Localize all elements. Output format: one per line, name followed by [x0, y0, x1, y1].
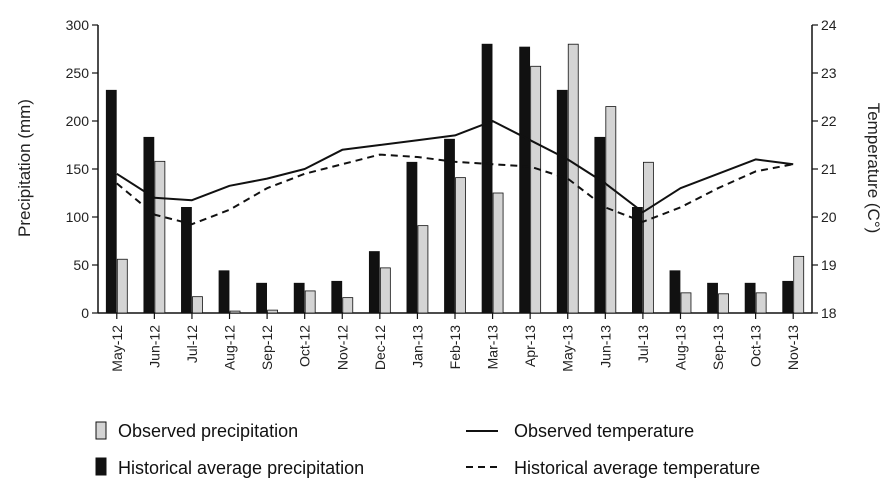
x-tick-label: Mar-13 [485, 325, 501, 370]
y-tick-label-left: 300 [66, 17, 90, 33]
bar-observed-precipitation [379, 267, 391, 314]
x-tick-label: Jun-12 [146, 325, 162, 368]
bar-historical-average-precipitation [218, 270, 230, 314]
y-tick-label-left: 0 [81, 305, 89, 321]
bar-historical-average-precipitation [256, 282, 268, 314]
y-tick-label-right: 24 [821, 17, 837, 33]
bar-historical-average-precipitation [556, 89, 568, 314]
bar-historical-average-precipitation [744, 282, 756, 314]
y-tick-label-right: 21 [821, 161, 837, 177]
bar-historical-average-precipitation [707, 282, 718, 314]
x-tick-label: Jul-12 [184, 325, 200, 363]
bar-historical-average-precipitation [331, 280, 343, 314]
x-tick-label: Oct-12 [297, 325, 313, 367]
line-observed-temperature [116, 120, 794, 214]
x-tick-label: May-13 [560, 325, 576, 372]
y-tick-label-left: 150 [66, 161, 90, 177]
bar-historical-average-precipitation [782, 280, 794, 314]
x-tick-label: Nov-13 [785, 325, 801, 370]
x-tick-label: Sep-12 [259, 325, 275, 370]
x-tick-label: Feb-13 [447, 325, 463, 370]
y-tick-label-left: 200 [66, 113, 90, 129]
bar-observed-precipitation [455, 177, 466, 314]
bar-observed-precipitation [417, 225, 429, 314]
legend-label-observed-precipitation: Observed precipitation [118, 421, 298, 441]
y-tick-label-right: 23 [821, 65, 837, 81]
x-tick-label: Aug-13 [672, 325, 688, 370]
x-tick-label: Sep-13 [710, 325, 726, 370]
bar-observed-precipitation [229, 310, 241, 314]
y-tick-label-right: 19 [821, 257, 837, 273]
y-tick-label-right: 18 [821, 305, 837, 321]
bar-observed-precipitation [267, 309, 279, 314]
bar-historical-average-precipitation [444, 138, 455, 314]
bar-historical-average-precipitation [368, 251, 380, 314]
bar-observed-precipitation [718, 293, 729, 314]
x-tick-label: May-12 [109, 325, 125, 372]
bar-observed-precipitation [567, 43, 579, 314]
bar-observed-precipitation [304, 290, 316, 314]
bar-historical-average-precipitation [481, 43, 493, 314]
bar-historical-average-precipitation [143, 136, 155, 314]
bar-historical-average-precipitation [406, 161, 418, 314]
bar-observed-precipitation [530, 65, 542, 314]
y-axis-title-right: Temperature (C°) [864, 103, 883, 234]
bars-layer [105, 43, 805, 314]
bar-observed-precipitation [342, 297, 354, 314]
y-tick-label-left: 250 [66, 65, 90, 81]
bar-historical-average-precipitation [105, 89, 117, 314]
y-tick-label-left: 50 [73, 257, 89, 273]
y-tick-label-right: 20 [821, 209, 837, 225]
x-tick-label: Dec-12 [372, 325, 388, 370]
x-tick-label: Aug-12 [222, 325, 238, 370]
legend-label-observed-temperature: Observed temperature [514, 421, 694, 441]
bar-historical-average-precipitation [181, 206, 192, 314]
legend-label-historical-precipitation: Historical average precipitation [118, 458, 364, 478]
bar-observed-precipitation [116, 258, 128, 314]
x-tick-label: Jul-13 [635, 325, 651, 363]
bar-observed-precipitation [154, 160, 166, 314]
y-axis-title-left: Precipitation (mm) [15, 99, 34, 237]
bar-historical-average-precipitation [669, 270, 681, 314]
y-tick-label-right: 22 [821, 113, 837, 129]
bar-observed-precipitation [492, 192, 504, 314]
x-tick-label: Jan-13 [409, 325, 425, 368]
bar-historical-average-precipitation [631, 206, 643, 314]
bar-observed-precipitation [680, 292, 692, 314]
bar-observed-precipitation [642, 161, 654, 314]
x-tick-label: Jun-13 [597, 325, 613, 368]
line-historical-average-temperature [116, 153, 794, 226]
bar-historical-average-precipitation [519, 46, 531, 314]
legend: Observed precipitation Observed temperat… [95, 421, 760, 478]
bar-historical-average-precipitation [594, 136, 606, 314]
x-tick-label: Apr-13 [522, 325, 538, 367]
axes-layer: 0 50 100 150 200 250 300 18 19 20 21 22 23 24 May-12 Ju… [66, 17, 837, 372]
bar-observed-precipitation [793, 255, 805, 314]
lines-layer [116, 120, 794, 226]
legend-label-historical-temperature: Historical average temperature [514, 458, 760, 478]
legend-swatch-historical-precipitation [95, 457, 107, 476]
x-tick-label: Nov-12 [334, 325, 350, 370]
legend-swatch-observed-precipitation [95, 421, 107, 440]
bar-observed-precipitation [192, 296, 203, 314]
y-tick-label-left: 100 [66, 209, 90, 225]
bar-observed-precipitation [755, 292, 767, 314]
x-tick-label: Oct-13 [748, 325, 764, 367]
bar-historical-average-precipitation [293, 282, 305, 314]
